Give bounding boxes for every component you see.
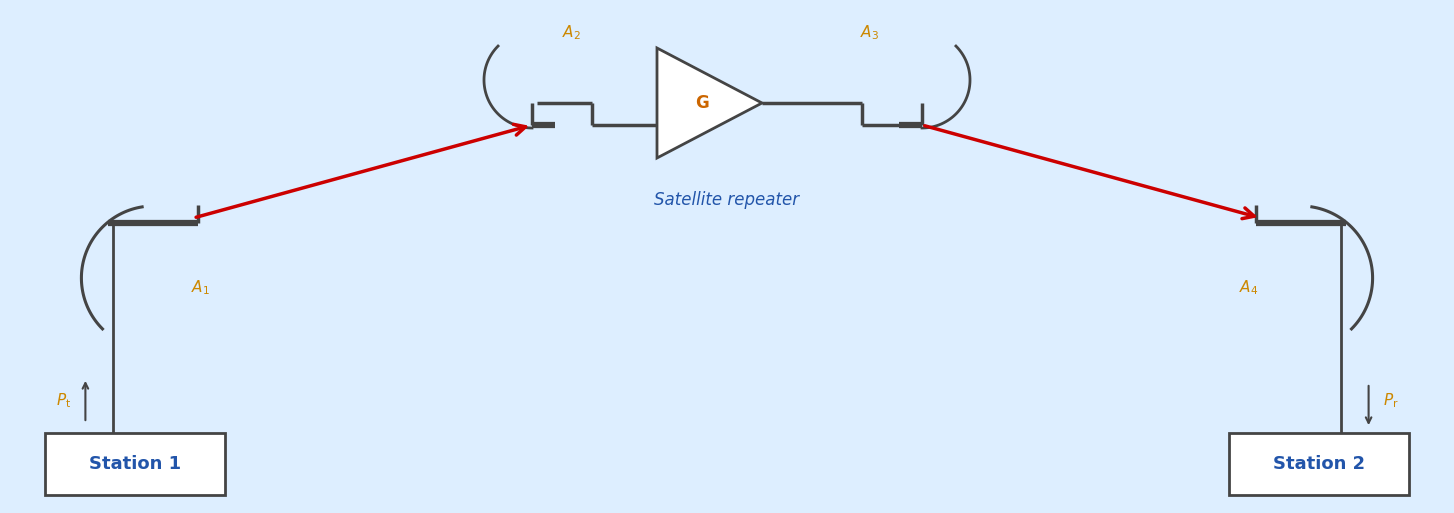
Text: $P_{\mathrm{r}}$: $P_{\mathrm{r}}$ [1383,391,1399,410]
Text: G: G [695,94,710,112]
Text: $A_2$: $A_2$ [563,23,582,42]
Polygon shape [657,48,762,158]
FancyBboxPatch shape [1229,433,1409,495]
FancyBboxPatch shape [45,433,225,495]
Text: Station 2: Station 2 [1272,455,1365,473]
Text: $A_3$: $A_3$ [859,23,880,42]
Text: Station 1: Station 1 [89,455,182,473]
Text: $P_{\mathrm{t}}$: $P_{\mathrm{t}}$ [55,391,71,410]
Text: Satellite repeater: Satellite repeater [654,191,800,209]
Text: $A_4$: $A_4$ [1239,279,1258,298]
Text: $A_1$: $A_1$ [192,279,211,298]
